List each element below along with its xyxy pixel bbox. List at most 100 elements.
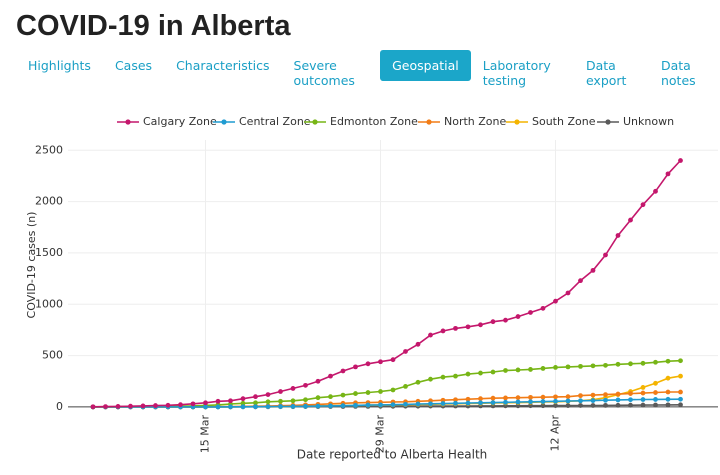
data-point xyxy=(240,400,246,406)
data-point xyxy=(565,364,571,370)
data-point xyxy=(290,398,296,404)
data-point xyxy=(128,403,133,409)
data-point xyxy=(665,375,671,381)
data-point xyxy=(403,349,408,354)
data-point xyxy=(640,385,646,390)
data-point xyxy=(478,322,483,328)
data-point xyxy=(478,396,483,402)
tab[interactable]: Laboratory testing xyxy=(482,58,551,88)
y-tick-label: 1000 xyxy=(35,297,63,310)
tab[interactable]: Data export xyxy=(585,58,627,88)
data-point xyxy=(403,383,408,389)
data-point xyxy=(465,324,471,330)
tab-bar: Highlights Cases Characteristics Severe out… xyxy=(16,50,720,88)
legend-label: Calgary Zone xyxy=(143,115,217,128)
data-point xyxy=(565,403,571,408)
data-point xyxy=(90,404,96,410)
data-point xyxy=(178,402,183,408)
data-point xyxy=(603,252,608,258)
data-point xyxy=(628,391,633,396)
legend-marker xyxy=(221,119,227,125)
data-point xyxy=(528,403,533,409)
legend-label: Unknown xyxy=(623,115,674,128)
data-point xyxy=(490,369,496,375)
data-point xyxy=(340,368,346,374)
data-point xyxy=(565,398,571,404)
data-point xyxy=(603,362,608,368)
data-point xyxy=(578,393,583,399)
data-point xyxy=(290,386,296,391)
tab[interactable]: Highlights xyxy=(28,58,91,73)
data-point xyxy=(678,373,683,379)
data-point xyxy=(428,401,433,407)
data-point xyxy=(340,403,346,409)
data-point xyxy=(540,399,546,404)
data-point xyxy=(278,389,283,394)
data-point xyxy=(440,397,446,403)
data-point xyxy=(453,373,458,379)
x-axis-title: Date reported to Alberta Health xyxy=(297,448,488,462)
data-point xyxy=(665,171,671,177)
data-point xyxy=(328,403,333,409)
data-point xyxy=(390,387,396,393)
data-point xyxy=(628,402,633,408)
legend-label: Edmonton Zone xyxy=(330,115,418,128)
tab[interactable]: Geospatial xyxy=(380,50,471,81)
data-point xyxy=(203,404,208,410)
data-point xyxy=(678,358,683,364)
data-point xyxy=(353,402,358,408)
data-point xyxy=(315,403,321,409)
data-point xyxy=(528,367,533,372)
data-point xyxy=(540,394,546,400)
data-point xyxy=(653,380,658,386)
data-point xyxy=(365,402,371,408)
data-point xyxy=(553,298,558,304)
data-point xyxy=(678,402,683,408)
data-point xyxy=(678,158,683,163)
legend-label: South Zone xyxy=(532,115,596,128)
data-point xyxy=(390,357,396,363)
data-point xyxy=(415,379,421,385)
data-point xyxy=(240,404,246,410)
data-point xyxy=(565,394,571,400)
data-point xyxy=(490,395,496,401)
data-point xyxy=(590,398,596,403)
data-point xyxy=(403,401,408,407)
data-point xyxy=(528,310,533,315)
data-point xyxy=(503,399,508,405)
data-point xyxy=(315,395,321,401)
data-point xyxy=(278,404,283,409)
data-point xyxy=(303,397,308,403)
data-point xyxy=(265,392,271,398)
data-point xyxy=(203,400,208,406)
data-point xyxy=(553,403,558,408)
legend-marker xyxy=(312,119,318,125)
data-point xyxy=(640,397,646,402)
legend-marker xyxy=(605,119,611,125)
data-point xyxy=(640,202,646,208)
data-point xyxy=(590,403,596,408)
data-point xyxy=(553,364,558,370)
data-point xyxy=(515,395,521,401)
tab[interactable]: Data notes xyxy=(660,58,696,88)
data-point xyxy=(553,398,558,404)
data-point xyxy=(315,378,321,384)
legend-marker xyxy=(426,119,432,125)
x-tick-label: 12 Apr xyxy=(549,415,562,452)
data-point xyxy=(478,400,483,406)
y-tick-label: 1500 xyxy=(35,246,63,259)
data-point xyxy=(328,373,333,379)
data-point xyxy=(578,403,583,408)
tab[interactable]: Cases xyxy=(114,58,153,73)
data-point xyxy=(665,402,671,408)
tab[interactable]: Characteristics xyxy=(176,58,270,73)
legend-label: North Zone xyxy=(444,115,506,128)
data-point xyxy=(578,398,583,404)
data-point xyxy=(228,398,233,404)
data-point xyxy=(553,394,558,400)
data-point xyxy=(378,389,383,394)
tab[interactable]: Severe outcomes xyxy=(293,58,355,88)
legend-marker xyxy=(125,119,131,125)
